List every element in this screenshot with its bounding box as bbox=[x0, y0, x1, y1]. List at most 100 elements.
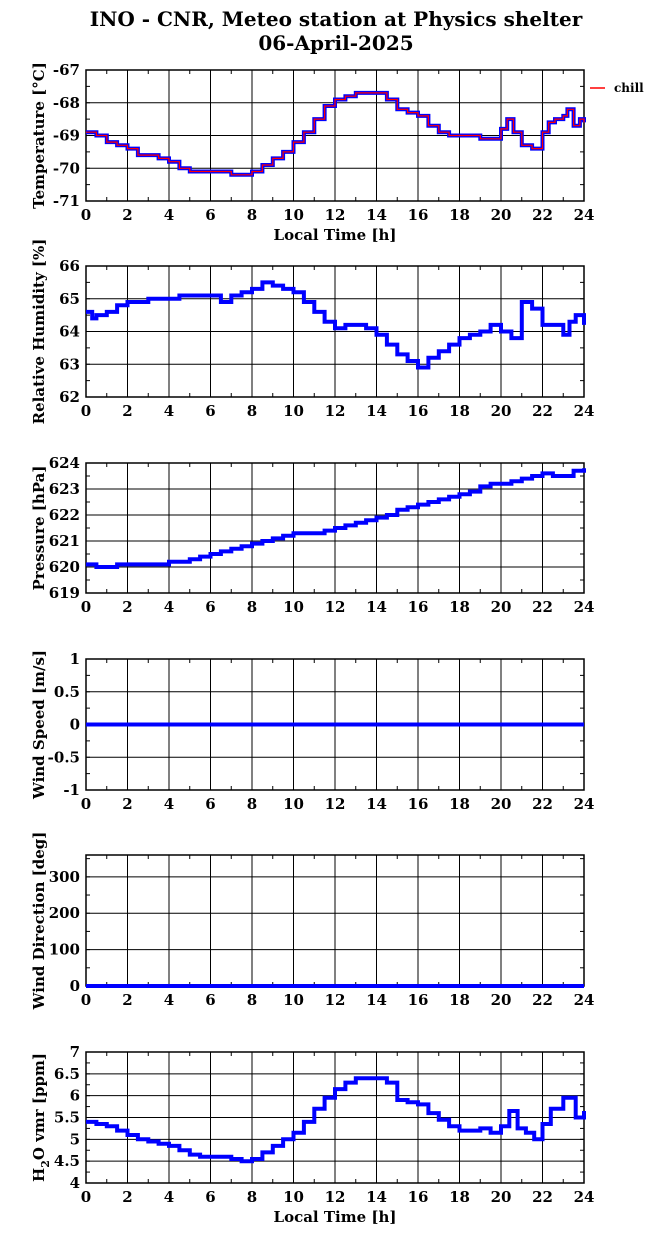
x-tick-label: 12 bbox=[325, 206, 346, 224]
y-tick-label: -0.5 bbox=[48, 748, 80, 766]
y-tick-label: 64 bbox=[59, 323, 80, 341]
x-tick-label: 10 bbox=[283, 402, 304, 420]
y-tick-label: 622 bbox=[49, 506, 80, 524]
y-tick-label: -1 bbox=[63, 781, 80, 799]
x-tick-label: 12 bbox=[325, 402, 346, 420]
y-tick-label: 66 bbox=[59, 257, 80, 275]
y-tick-label: 65 bbox=[59, 290, 80, 308]
x-tick-label: 14 bbox=[366, 206, 387, 224]
x-tick-label: 10 bbox=[283, 206, 304, 224]
x-tick-label: 0 bbox=[81, 598, 91, 616]
x-tick-label: 16 bbox=[408, 1188, 429, 1206]
x-tick-label: 22 bbox=[532, 795, 553, 813]
y-tick-label: 623 bbox=[49, 480, 80, 498]
x-tick-label: 8 bbox=[247, 991, 257, 1009]
y-tick-label: 621 bbox=[49, 532, 80, 550]
x-tick-label: 10 bbox=[283, 795, 304, 813]
y-tick-label: 4 bbox=[70, 1174, 80, 1192]
x-tick-label: 8 bbox=[247, 598, 257, 616]
x-tick-label: 12 bbox=[325, 795, 346, 813]
plot-frame bbox=[85, 265, 585, 398]
x-tick-label: 16 bbox=[408, 991, 429, 1009]
chart-title-line1: INO - CNR, Meteo station at Physics shel… bbox=[90, 7, 583, 31]
y-tick-label: 7 bbox=[70, 1043, 80, 1061]
series-line bbox=[86, 468, 586, 569]
x-tick-label: 18 bbox=[449, 795, 470, 813]
x-tick-label: 16 bbox=[408, 206, 429, 224]
panel-humidity: 0 2 4 6 8 10 12 14 16 18 20 22 246263646566Relative … bbox=[30, 239, 594, 425]
x-tick-label: 6 bbox=[205, 991, 215, 1009]
series-line bbox=[86, 280, 586, 370]
y-tick-label: 100 bbox=[49, 941, 80, 959]
x-tick-label: 20 bbox=[491, 1188, 512, 1206]
chart-title-line2: 06-April-2025 bbox=[258, 31, 413, 55]
x-tick-label: 18 bbox=[449, 598, 470, 616]
x-tick-label: 4 bbox=[164, 206, 174, 224]
x-tick-label: 2 bbox=[122, 991, 132, 1009]
y-tick-label: 63 bbox=[59, 355, 80, 373]
y-axis-label: Pressure [hPa] bbox=[30, 466, 48, 591]
x-tick-label: 18 bbox=[449, 991, 470, 1009]
x-tick-label: 0 bbox=[81, 991, 91, 1009]
x-tick-label: 16 bbox=[408, 402, 429, 420]
x-tick-label: 12 bbox=[325, 1188, 346, 1206]
x-tick-label: 14 bbox=[366, 598, 387, 616]
x-tick-label: 8 bbox=[247, 206, 257, 224]
panel-pressure: 0 2 4 6 8 10 12 14 16 18 20 22 24619620621622623624P… bbox=[30, 454, 594, 616]
x-tick-label: 24 bbox=[574, 206, 595, 224]
x-tick-label: 20 bbox=[491, 402, 512, 420]
x-tick-label: 22 bbox=[532, 1188, 553, 1206]
x-tick-label: 24 bbox=[574, 795, 595, 813]
x-tick-label: 4 bbox=[164, 598, 174, 616]
y-tick-label: 200 bbox=[49, 904, 80, 922]
y-tick-label: 6.5 bbox=[54, 1065, 80, 1083]
x-tick-label: 10 bbox=[283, 1188, 304, 1206]
x-tick-label: 4 bbox=[164, 795, 174, 813]
x-tick-label: 0 bbox=[81, 206, 91, 224]
x-tick-label: 6 bbox=[205, 1188, 215, 1206]
y-axis-label: H2O vmr [ppm] bbox=[30, 1053, 52, 1182]
panels: 0 2 4 6 8 10 12 14 16 18 20 22 24-71-70-69-68-67Temp… bbox=[30, 61, 644, 1226]
x-tick-label: 2 bbox=[122, 598, 132, 616]
y-tick-label: 0 bbox=[70, 977, 80, 995]
x-tick-label: 6 bbox=[205, 402, 215, 420]
x-tick-label: 8 bbox=[247, 795, 257, 813]
y-tick-label: 0.5 bbox=[54, 683, 80, 701]
x-tick-label: 10 bbox=[283, 598, 304, 616]
y-tick-label: -69 bbox=[53, 127, 80, 145]
x-tick-label: 18 bbox=[449, 206, 470, 224]
x-tick-label: 24 bbox=[574, 991, 595, 1009]
x-tick-label: 10 bbox=[283, 991, 304, 1009]
x-tick-label: 22 bbox=[532, 598, 553, 616]
y-tick-label: -68 bbox=[53, 94, 80, 112]
x-tick-label: 2 bbox=[122, 402, 132, 420]
x-tick-label: 0 bbox=[81, 402, 91, 420]
x-tick-label: 6 bbox=[205, 795, 215, 813]
y-tick-label: 0 bbox=[70, 716, 80, 734]
y-tick-label: 6 bbox=[70, 1087, 80, 1105]
y-axis-label: Temperature [°C] bbox=[30, 62, 48, 209]
x-axis-label: Local Time [h] bbox=[274, 226, 397, 244]
y-tick-label: 5 bbox=[70, 1130, 80, 1148]
y-tick-label: 300 bbox=[49, 868, 80, 886]
series-line bbox=[86, 1076, 586, 1164]
x-tick-label: 14 bbox=[366, 402, 387, 420]
x-tick-label: 24 bbox=[574, 1188, 595, 1206]
x-tick-label: 14 bbox=[366, 1188, 387, 1206]
x-tick-label: 2 bbox=[122, 795, 132, 813]
series-line-chill bbox=[86, 92, 585, 176]
plot-frame bbox=[85, 69, 585, 202]
x-tick-label: 4 bbox=[164, 402, 174, 420]
x-tick-label: 14 bbox=[366, 991, 387, 1009]
y-tick-label: 62 bbox=[59, 388, 80, 406]
y-axis-label: Wind Direction [deg] bbox=[30, 832, 48, 1011]
x-tick-label: 4 bbox=[164, 1188, 174, 1206]
y-axis-label: Relative Humidity [%] bbox=[30, 239, 48, 425]
x-tick-label: 16 bbox=[408, 598, 429, 616]
y-tick-label: 1 bbox=[70, 650, 80, 668]
y-tick-label: 4.5 bbox=[54, 1152, 80, 1170]
x-tick-label: 4 bbox=[164, 991, 174, 1009]
x-tick-label: 22 bbox=[532, 206, 553, 224]
